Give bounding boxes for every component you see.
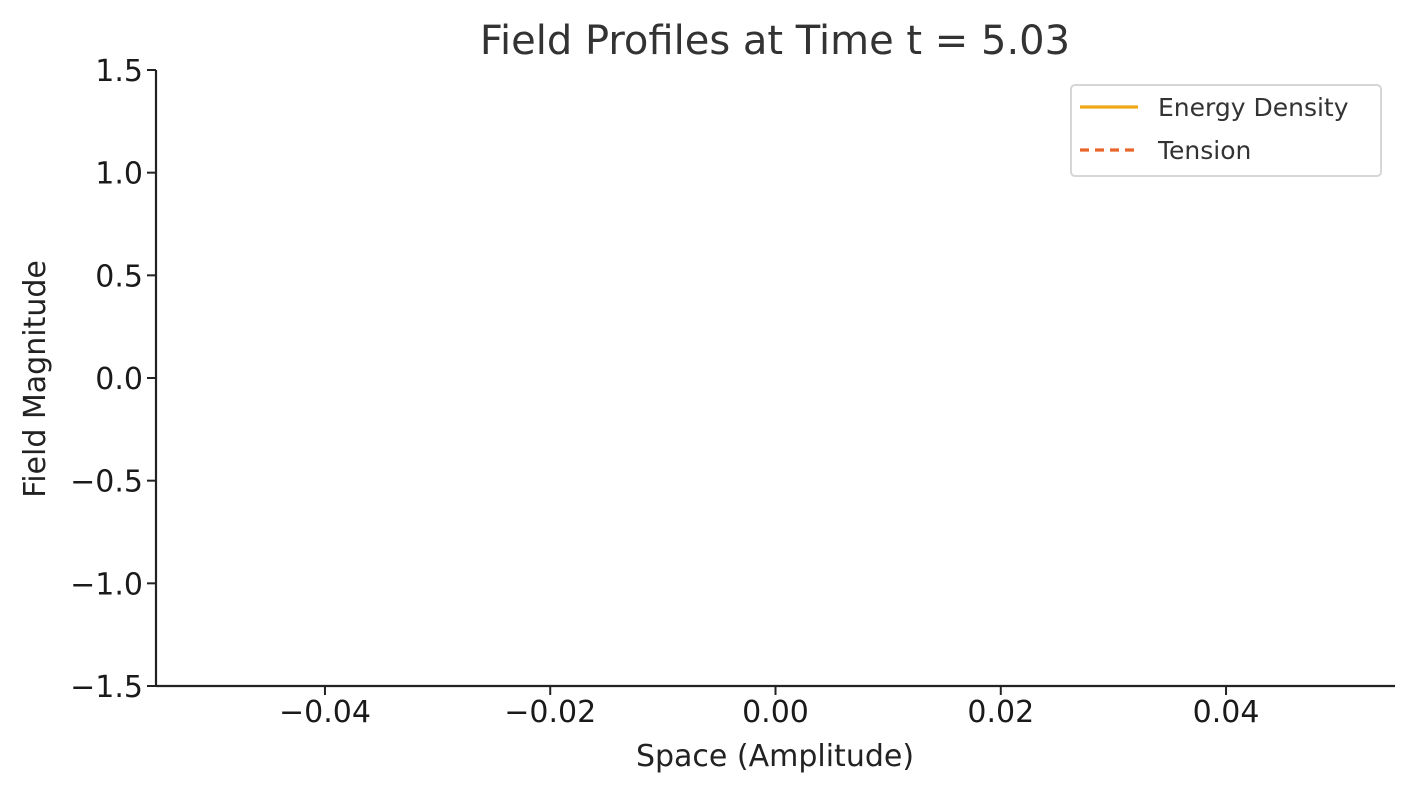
- y-ticks: 1.5 1.0 0.5 0.0 −0.5 −1.0 −1.5: [70, 54, 156, 705]
- plot-area: −0.04 −0.02 0.00 0.02 0.04 1.5 1.0 0.5 0.0 −0.5 −…: [70, 54, 1395, 730]
- y-tick-label: 1.0: [95, 157, 143, 192]
- y-tick-label: −1.0: [70, 567, 143, 602]
- x-tick-label: 0.00: [742, 695, 809, 730]
- y-tick-label: −1.5: [70, 670, 143, 705]
- x-ticks: −0.04 −0.02 0.00 0.02 0.04: [279, 686, 1259, 730]
- x-tick-label: 0.02: [967, 695, 1034, 730]
- legend-label: Energy Density: [1158, 93, 1349, 122]
- y-axis-label: Field Magnitude: [18, 260, 53, 498]
- legend-items: Energy Density Tension: [1080, 93, 1349, 165]
- x-tick-label: 0.04: [1193, 695, 1260, 730]
- legend: Energy Density Tension: [1070, 84, 1382, 177]
- x-tick-label: −0.04: [279, 695, 371, 730]
- chart-title: Field Profiles at Time t = 5.03: [480, 18, 1070, 64]
- x-axis-label: Space (Amplitude): [636, 739, 914, 774]
- y-tick-label: 1.5: [95, 54, 143, 89]
- legend-frame: [1070, 84, 1382, 177]
- x-tick-label: −0.02: [504, 695, 596, 730]
- y-tick-label: 0.0: [95, 362, 143, 397]
- y-tick-label: 0.5: [95, 259, 143, 294]
- y-tick-label: −0.5: [70, 465, 143, 500]
- legend-label: Tension: [1157, 136, 1251, 165]
